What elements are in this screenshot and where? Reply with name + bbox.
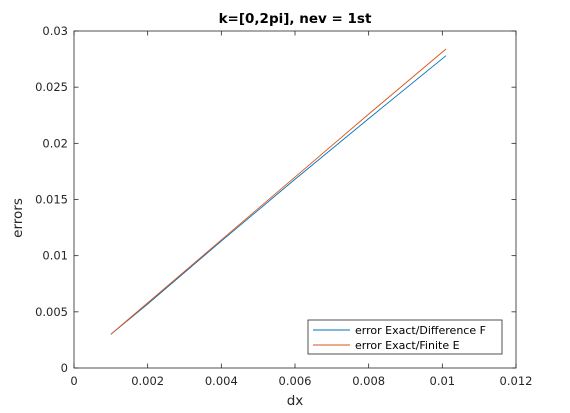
legend-entry-2: error Exact/Finite E [355, 339, 460, 352]
y-tick-label: 0.03 [42, 24, 68, 38]
y-tick-label: 0.01 [42, 249, 68, 263]
x-tick-label: 0.008 [352, 374, 385, 388]
y-tick-label: 0.015 [35, 193, 68, 207]
x-tick-label: 0.006 [279, 374, 312, 388]
x-tick-label: 0.01 [430, 374, 456, 388]
legend-entry-1: error Exact/Difference F [355, 324, 486, 337]
y-tick-label: 0 [61, 361, 68, 375]
y-tick-label: 0.02 [42, 136, 68, 150]
series-lines [110, 48, 447, 335]
x-tick-label: 0.012 [500, 374, 533, 388]
axis-ticks: 0 0.002 0.004 0.006 0.008 0.01 0.012 0 0.005 0.01… [35, 24, 532, 388]
series-line-1 [110, 55, 447, 335]
legend-box [307, 319, 503, 355]
chart-title: k=[0,2pi], nev = 1st [219, 11, 372, 27]
legend: error Exact/Difference F error Exact/Fini… [307, 319, 503, 355]
x-tick-label: 0.002 [131, 374, 164, 388]
x-axis-label: dx [287, 393, 304, 409]
legend-items: error Exact/Difference F error Exact/Fini… [313, 324, 486, 352]
y-tick-label: 0.025 [35, 80, 68, 94]
x-tick-label: 0.004 [205, 374, 238, 388]
y-axis-label: errors [10, 198, 26, 238]
x-tick-label: 0 [70, 374, 77, 388]
y-tick-label: 0.005 [35, 305, 68, 319]
series-line-2 [110, 48, 447, 335]
plot-area [73, 30, 517, 369]
